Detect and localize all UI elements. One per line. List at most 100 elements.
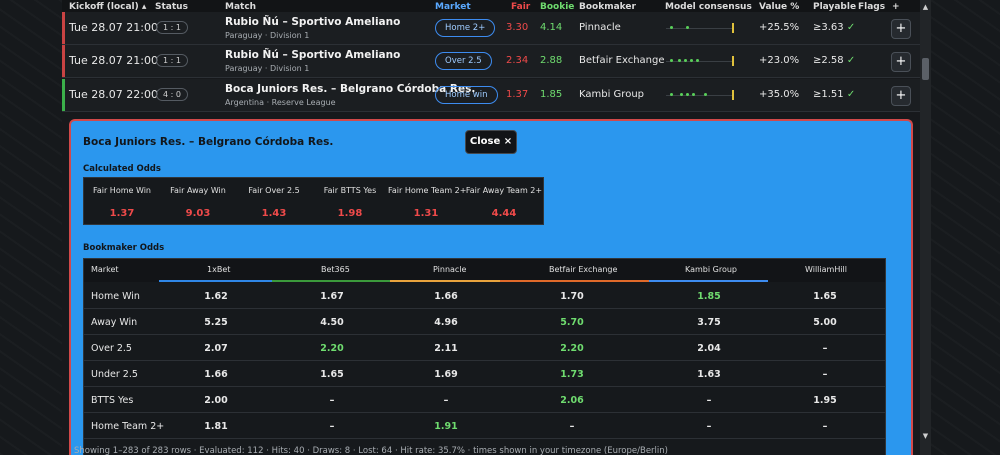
bookmaker-odds-table: Market 1xBet Bet365 Pinnacle Betfair Exc… bbox=[83, 258, 886, 455]
table-row: Over 2.5 2.07 2.20 2.11 2.20 2.04 – bbox=[84, 335, 885, 361]
table-row: Home Team 2+ 1.81 – 1.91 – – – bbox=[84, 413, 885, 439]
table-row: Under 2.5 1.66 1.65 1.69 1.73 1.63 – bbox=[84, 361, 885, 387]
table-row[interactable]: Tue 28.07 21:00 1 : 1 Rubio Ñú – Sportiv… bbox=[62, 45, 920, 78]
kickoff-time: Tue 28.07 21:00 bbox=[69, 54, 158, 67]
playable-threshold: ≥1.51 ✓ bbox=[813, 89, 856, 100]
col-bookie[interactable]: Bookie bbox=[540, 2, 575, 12]
underline-1xbet bbox=[159, 280, 272, 282]
add-button[interactable]: + bbox=[891, 52, 911, 72]
playable-threshold: ≥2.58 ✓ bbox=[813, 55, 856, 66]
calculated-odds-table: Fair Home Win Fair Away Win Fair Over 2.… bbox=[83, 177, 544, 225]
model-consensus-strip bbox=[666, 23, 736, 33]
match-name[interactable]: Rubio Ñú – Sportivo Ameliano bbox=[225, 16, 401, 28]
col-value[interactable]: Value % bbox=[759, 2, 800, 12]
fair-odds: 2.34 bbox=[506, 55, 529, 66]
calc-label: Fair Away Win bbox=[170, 186, 226, 195]
close-button[interactable]: Close × bbox=[465, 130, 517, 154]
check-icon: ✓ bbox=[846, 55, 856, 66]
scroll-up-icon[interactable]: ▲ bbox=[922, 3, 929, 11]
bk-col-betfair: Betfair Exchange bbox=[549, 265, 618, 274]
calc-label: Fair BTTS Yes bbox=[323, 186, 377, 195]
bookie-odds: 1.85 bbox=[540, 89, 563, 100]
calc-label: Fair Home Win bbox=[92, 186, 152, 195]
underline-bet365 bbox=[272, 280, 390, 282]
bk-col-williamhill: WilliamHill bbox=[805, 265, 848, 274]
value-percent: +35.0% bbox=[759, 89, 800, 100]
kickoff-time: Tue 28.07 22:00 bbox=[69, 88, 158, 101]
match-name[interactable]: Rubio Ñú – Sportivo Ameliano bbox=[225, 49, 401, 61]
table-footer-summary: Showing 1–283 of 283 rows · Evaluated: 1… bbox=[74, 446, 668, 455]
col-flags[interactable]: Flags bbox=[858, 2, 886, 12]
col-consensus[interactable]: Model consensus bbox=[665, 2, 752, 12]
calc-label: Fair Home Team 2+ bbox=[388, 186, 467, 195]
col-market[interactable]: Market bbox=[435, 2, 471, 12]
col-kickoff[interactable]: Kickoff (local) ▴ bbox=[69, 2, 147, 12]
bookmaker-name: Betfair Exchange bbox=[579, 55, 665, 66]
match-detail-panel: Boca Juniors Res. – Belgrano Córdoba Res… bbox=[69, 119, 913, 455]
col-status[interactable]: Status bbox=[155, 2, 188, 12]
check-icon: ✓ bbox=[846, 89, 856, 100]
col-playable[interactable]: Playable bbox=[813, 2, 857, 12]
bookmaker-odds-heading: Bookmaker Odds bbox=[83, 243, 165, 253]
col-match[interactable]: Match bbox=[225, 2, 257, 12]
score-badge: 4 : 0 bbox=[156, 88, 188, 101]
market-pill[interactable]: Home 2+ bbox=[435, 19, 496, 37]
score-badge: 1 : 1 bbox=[156, 54, 188, 67]
table-header: Kickoff (local) ▴ Status Match Market Fa… bbox=[62, 0, 920, 15]
vertical-scrollbar[interactable]: ▲ ▼ bbox=[920, 0, 931, 455]
market-pill[interactable]: Over 2.5 bbox=[435, 52, 492, 70]
league-name: Argentina · Reserve League bbox=[225, 98, 336, 107]
bk-col-bet365: Bet365 bbox=[321, 265, 350, 274]
scrollbar-thumb[interactable] bbox=[922, 58, 929, 80]
bookie-odds: 2.88 bbox=[540, 55, 563, 66]
table-row: Home Win 1.62 1.67 1.66 1.70 1.85 1.65 bbox=[84, 283, 885, 309]
bk-col-kambi: Kambi Group bbox=[685, 265, 737, 274]
playable-threshold: ≥3.63 ✓ bbox=[813, 22, 856, 33]
calculated-odds-heading: Calculated Odds bbox=[83, 164, 161, 174]
scroll-down-icon[interactable]: ▼ bbox=[922, 432, 929, 440]
calc-value: 1.43 bbox=[261, 208, 287, 219]
background-left bbox=[0, 0, 62, 455]
calc-value: 1.37 bbox=[109, 208, 135, 219]
background-right bbox=[920, 0, 1000, 455]
calc-value: 9.03 bbox=[185, 208, 211, 219]
market-pill[interactable]: Home win bbox=[435, 86, 498, 104]
col-fair[interactable]: Fair bbox=[511, 2, 531, 12]
row-status-bar bbox=[62, 45, 65, 77]
fair-odds: 3.30 bbox=[506, 22, 529, 33]
bookmaker-name: Kambi Group bbox=[579, 89, 644, 100]
row-status-bar bbox=[62, 12, 65, 44]
calc-label: Fair Away Team 2+ bbox=[465, 186, 543, 195]
match-name[interactable]: Boca Juniors Res. – Belgrano Córdoba Res… bbox=[225, 83, 476, 95]
bookmaker-header: Market 1xBet Bet365 Pinnacle Betfair Exc… bbox=[84, 259, 885, 282]
underline-betfair bbox=[500, 280, 649, 282]
table-row[interactable]: Tue 28.07 21:00 1 : 1 Rubio Ñú – Sportiv… bbox=[62, 12, 920, 45]
col-bookmaker[interactable]: Bookmaker bbox=[579, 2, 636, 12]
calc-label: Fair Over 2.5 bbox=[248, 186, 300, 195]
value-bets-table: Kickoff (local) ▴ Status Match Market Fa… bbox=[62, 0, 920, 455]
table-row: Away Win 5.25 4.50 4.96 5.70 3.75 5.00 bbox=[84, 309, 885, 335]
row-status-bar bbox=[62, 79, 65, 111]
calc-value: 1.98 bbox=[337, 208, 363, 219]
col-add[interactable]: + bbox=[892, 2, 900, 12]
table-row[interactable]: Tue 28.07 22:00 4 : 0 Boca Juniors Res. … bbox=[62, 79, 920, 112]
league-name: Paraguay · Division 1 bbox=[225, 64, 310, 73]
value-percent: +23.0% bbox=[759, 55, 800, 66]
bk-col-market: Market bbox=[91, 265, 119, 274]
add-button[interactable]: + bbox=[891, 19, 911, 39]
check-icon: ✓ bbox=[846, 22, 856, 33]
score-badge: 1 : 1 bbox=[156, 21, 188, 34]
calc-value: 4.44 bbox=[491, 208, 517, 219]
add-button[interactable]: + bbox=[891, 86, 911, 106]
table-row: BTTS Yes 2.00 – – 2.06 – 1.95 bbox=[84, 387, 885, 413]
detail-title: Boca Juniors Res. – Belgrano Córdoba Res… bbox=[83, 136, 334, 148]
league-name: Paraguay · Division 1 bbox=[225, 31, 310, 40]
calc-value: 1.31 bbox=[413, 208, 439, 219]
underline-kambi bbox=[649, 280, 768, 282]
kickoff-time: Tue 28.07 21:00 bbox=[69, 21, 158, 34]
fair-odds: 1.37 bbox=[506, 89, 529, 100]
model-consensus-strip bbox=[666, 90, 736, 100]
bk-col-pinnacle: Pinnacle bbox=[433, 265, 467, 274]
bookie-odds: 4.14 bbox=[540, 22, 563, 33]
bookmaker-name: Pinnacle bbox=[579, 22, 621, 33]
